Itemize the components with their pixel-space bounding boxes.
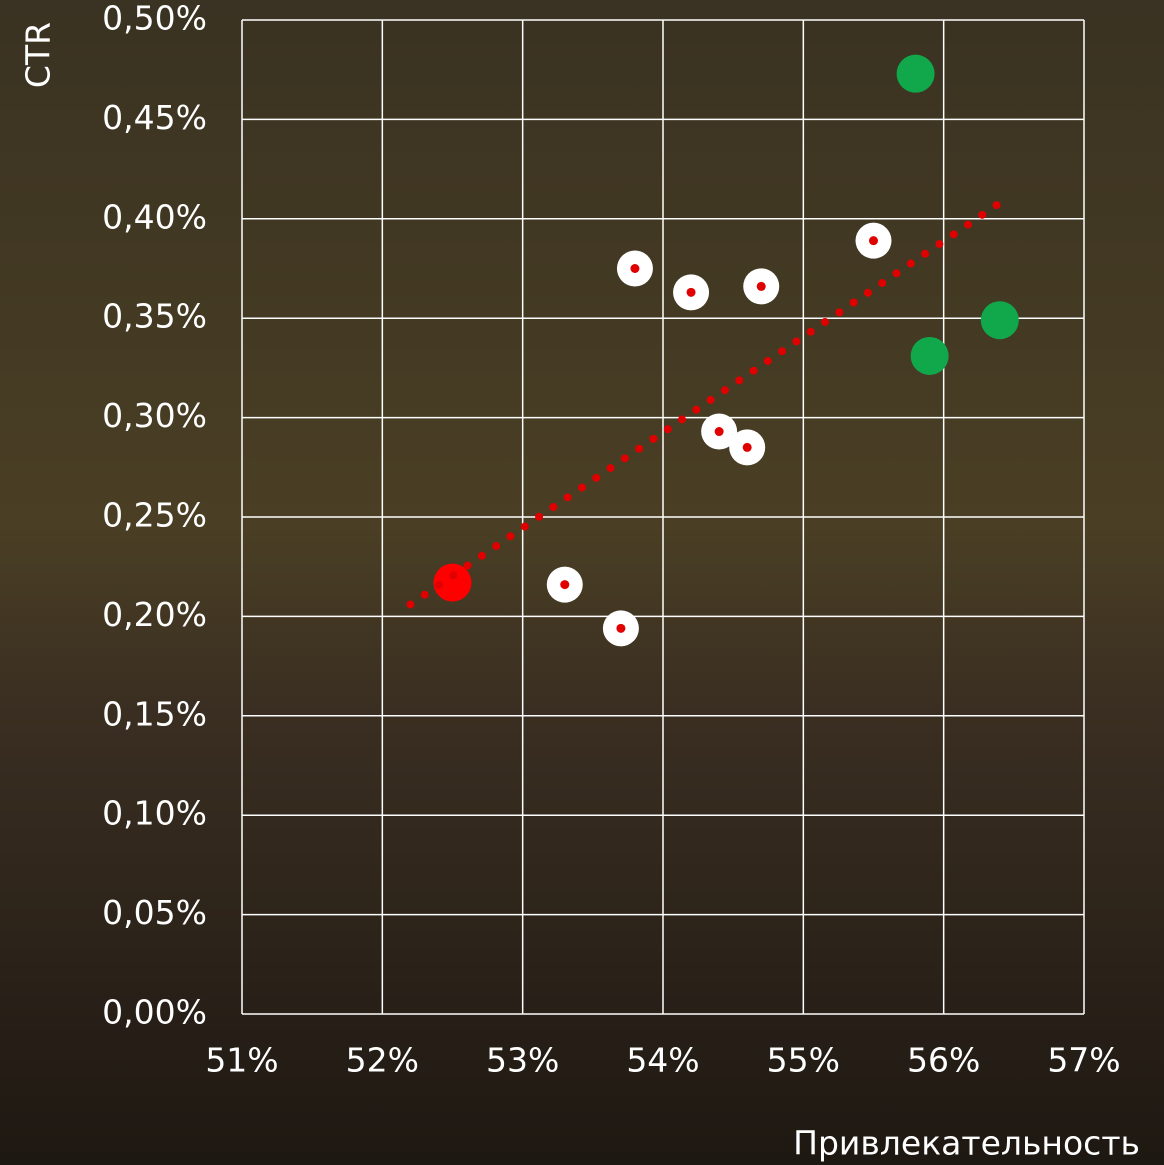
point-marker [433, 563, 472, 602]
y-tick-label: 0,10% [102, 794, 207, 833]
y-tick-label: 0,15% [102, 694, 207, 733]
y-tick-label: 0,30% [102, 396, 207, 435]
point-center [869, 236, 878, 246]
y-tick-label: 0,20% [102, 595, 207, 634]
point [896, 54, 935, 93]
point [616, 250, 653, 287]
point [910, 336, 949, 375]
point [602, 610, 639, 647]
y-tick-label: 0,45% [102, 98, 207, 137]
x-tick-label: 56% [907, 1041, 980, 1080]
point-marker [896, 54, 935, 93]
y-tick-label: 0,50% [102, 0, 207, 38]
y-tick-label: 0,25% [102, 496, 207, 535]
point [433, 563, 472, 602]
point-center [756, 281, 766, 291]
point [673, 274, 710, 311]
point-center [714, 427, 724, 437]
x-tick-label: 52% [346, 1041, 419, 1080]
x-tick-label: 55% [767, 1041, 840, 1080]
point [546, 566, 583, 603]
x-tick-label: 54% [626, 1041, 699, 1080]
point-center [616, 623, 626, 633]
y-tick-label: 0,00% [102, 993, 207, 1032]
x-axis-label: Привлекательность [793, 1124, 1140, 1163]
point-center [742, 442, 752, 452]
y-tick-label: 0,40% [102, 197, 207, 236]
x-tick-label: 51% [205, 1041, 278, 1080]
point-center [686, 287, 696, 297]
trendline [406, 198, 1004, 609]
point [743, 268, 780, 305]
y-axis-label: CTR [19, 22, 58, 88]
x-tick-label: 57% [1047, 1041, 1120, 1080]
x-tick-label: 53% [486, 1041, 559, 1080]
y-tick-label: 0,05% [102, 893, 207, 932]
point [855, 222, 892, 259]
point-marker [910, 336, 949, 375]
point [729, 429, 766, 466]
point-center [560, 580, 570, 590]
point [701, 413, 738, 450]
y-tick-label: 0,35% [102, 297, 207, 336]
point [980, 301, 1019, 340]
point-marker [980, 301, 1019, 340]
point-center [630, 264, 640, 273]
